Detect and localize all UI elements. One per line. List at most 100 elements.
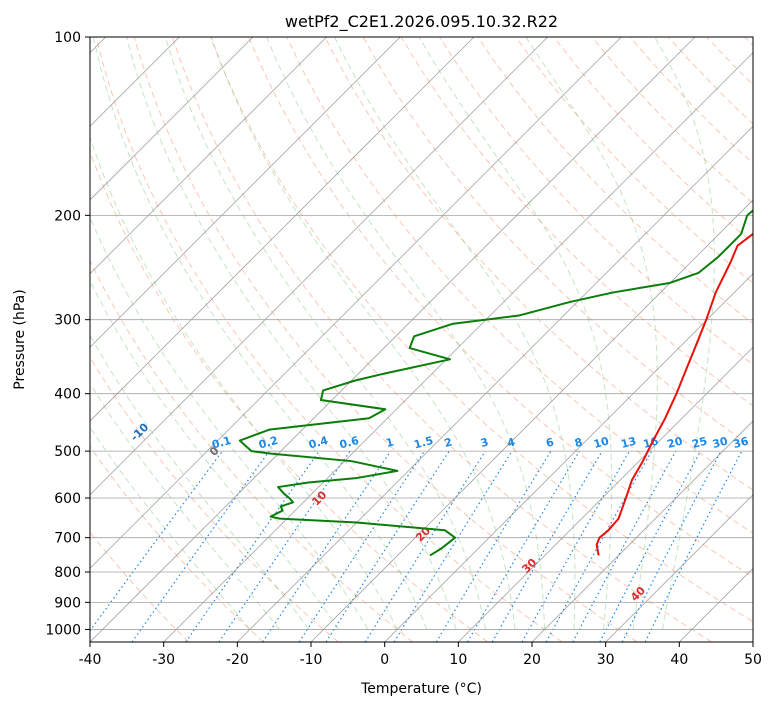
mixing-ratio-label: 16 <box>642 434 660 451</box>
dry-adiabat-line <box>90 531 190 642</box>
mixing-ratio-label: 13 <box>620 434 638 451</box>
isotherm-line <box>163 52 753 642</box>
dewpoint-line <box>238 209 753 557</box>
mixing-ratio-line <box>185 450 320 642</box>
mixing-ratio-label: 20 <box>666 434 684 451</box>
dry-adiabat-label: 30 <box>519 556 539 576</box>
dry-adiabat-line <box>171 37 712 642</box>
dry-adiabat-label: 40 <box>628 584 648 604</box>
moist-adiabat-line <box>90 334 310 630</box>
dry-adiabat-label: -20 <box>55 400 78 423</box>
mixing-ratio-label: 30 <box>711 434 729 451</box>
y-tick-label: 700 <box>54 531 81 547</box>
mixing-ratio-line <box>572 450 677 642</box>
isotherm-line <box>90 37 401 348</box>
y-tick-label: 1000 <box>45 622 81 638</box>
moist-adiabat-line <box>90 426 251 630</box>
mixing-ratio-label: 3 <box>479 435 490 450</box>
dry-adiabat-line <box>90 259 414 642</box>
x-tick-label: 10 <box>449 652 467 668</box>
mixing-ratio-line <box>298 450 425 642</box>
dry-adiabat-line <box>90 356 339 642</box>
isotherm-line <box>90 37 548 496</box>
dry-adiabat-label: -30 <box>0 377 9 400</box>
moist-adiabat-line <box>92 37 428 630</box>
dry-adiabat-line <box>515 37 753 284</box>
x-tick-label: -20 <box>226 652 249 668</box>
x-axis-label: Temperature (°C) <box>360 681 482 697</box>
grid-lines <box>90 37 753 642</box>
mixing-ratio-label: 0.2 <box>257 434 279 452</box>
moist-adiabat-line <box>90 135 398 630</box>
moist-adiabat-line <box>90 382 280 630</box>
background-lines <box>90 37 753 642</box>
mixing-ratio-line <box>262 450 392 642</box>
moist-adiabat-line <box>654 37 715 630</box>
dry-adiabat-line <box>706 37 753 86</box>
isotherm-line <box>310 199 753 642</box>
y-tick-label: 800 <box>54 565 81 581</box>
plot-frame <box>89 36 754 643</box>
dry-adiabat-line <box>439 37 753 366</box>
isotherm-line <box>90 37 327 275</box>
mixing-ratio-label: 36 <box>732 434 750 451</box>
dry-adiabat-line <box>591 37 753 204</box>
mixing-ratio-label: 0.1 <box>210 434 232 452</box>
dry-adiabat-line <box>133 37 638 642</box>
dry-adiabat-line <box>668 37 753 125</box>
moist-adiabat-line <box>334 37 576 630</box>
mixing-ratio-label: 1.5 <box>412 434 434 452</box>
moist-adiabat-line <box>164 37 487 630</box>
x-tick-label: -10 <box>300 652 323 668</box>
x-tick-label: -30 <box>152 652 175 668</box>
mixing-ratio-label: 1 <box>384 435 395 450</box>
mixing-ratio-line <box>599 450 702 642</box>
isotherm-line <box>605 494 753 642</box>
dry-adiabat-line <box>744 37 753 47</box>
mixing-ratio-label: 2 <box>443 435 454 450</box>
x-tick-label: -40 <box>79 652 102 668</box>
temperature-line <box>595 232 753 556</box>
mixing-ratio-line <box>325 450 450 642</box>
mixing-ratio-line <box>545 450 653 642</box>
y-tick-label: 300 <box>54 313 81 329</box>
isotherm-line <box>752 641 753 642</box>
mixing-ratio-label: 0.4 <box>307 434 330 452</box>
dry-adiabat-line <box>286 37 753 534</box>
x-tick-label: 0 <box>380 652 389 668</box>
dry-adiabat-line <box>324 37 753 491</box>
mixing-ratio-line <box>218 450 351 642</box>
dry-adiabat-line <box>477 37 753 325</box>
sounding-profiles <box>238 209 753 557</box>
y-axis: 100 200 300 400 500 600 700 800 900 1000 <box>45 30 90 638</box>
y-tick-label: 600 <box>54 491 81 507</box>
mixing-ratio-line <box>364 450 486 642</box>
moist-adiabat-line <box>90 279 339 630</box>
y-tick-label: 500 <box>54 444 81 460</box>
x-tick-label: 30 <box>597 652 615 668</box>
mixing-ratio-line <box>90 450 223 632</box>
mixing-ratio-line <box>644 450 743 642</box>
mixing-ratio-label: 0.6 <box>338 434 361 452</box>
mixing-ratio-line <box>131 450 270 642</box>
y-axis-label: Pressure (hPa) <box>12 289 28 389</box>
moist-adiabat-line <box>266 37 546 630</box>
mixing-ratio-label: 25 <box>691 434 709 451</box>
isotherm-line <box>384 273 753 642</box>
dry-adiabat-label: -10 <box>128 420 151 443</box>
moist-adiabat-line <box>418 37 613 630</box>
mixing-ratio-label: 8 <box>573 435 584 450</box>
y-tick-label: 200 <box>54 208 81 224</box>
mixing-ratio-label: 6 <box>545 435 556 450</box>
x-tick-label: 40 <box>670 652 688 668</box>
isotherm-line <box>90 37 696 642</box>
dry-adiabat-line <box>553 37 753 244</box>
isotherm-line <box>679 567 753 642</box>
y-tick-label: 900 <box>54 595 81 611</box>
isotherm-line <box>237 125 753 642</box>
mixing-ratio-label: 10 <box>592 434 610 451</box>
x-tick-label: 50 <box>744 652 762 668</box>
x-tick-label: 20 <box>523 652 541 668</box>
dry-adiabat-line <box>210 37 753 623</box>
